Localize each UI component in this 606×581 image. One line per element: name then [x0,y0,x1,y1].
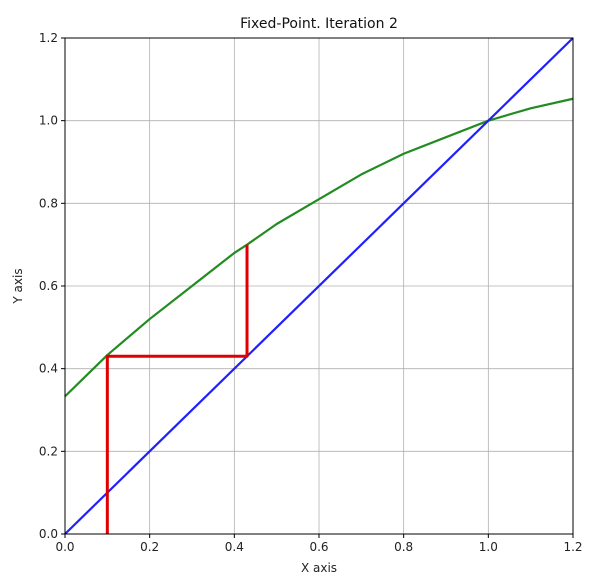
y-tick-label: 0.4 [39,362,58,376]
x-tick-label: 0.2 [140,540,159,554]
blue-identity-line [64,37,574,535]
y-axis-label: Y axis [11,268,25,304]
series-layer [64,37,574,535]
y-tick-label: 0.8 [39,196,58,210]
y-tick-label: 0.0 [39,527,58,541]
y-tick-label: 1.0 [39,114,58,128]
ticks: 0.0 0.2 0.4 0.6 0.8 1.0 1.2 0.0 0.2 0.4 0.6 0.8 1.0 1… [39,31,583,554]
x-tick-label: 0.0 [55,540,74,554]
y-tick-label: 0.6 [39,279,58,293]
y-tick-label: 0.2 [39,444,58,458]
x-tick-label: 0.6 [309,540,328,554]
x-tick-label: 0.4 [225,540,244,554]
x-tick-label: 1.0 [479,540,498,554]
red-iteration-path [105,244,249,534]
x-tick-label: 0.8 [394,540,413,554]
x-axis-label: X axis [301,561,337,575]
y-tick-label: 1.2 [39,31,58,45]
green-curve-line [64,97,574,398]
chart-title: Fixed-Point. Iteration 2 [240,16,398,32]
x-tick-label: 1.2 [563,540,582,554]
